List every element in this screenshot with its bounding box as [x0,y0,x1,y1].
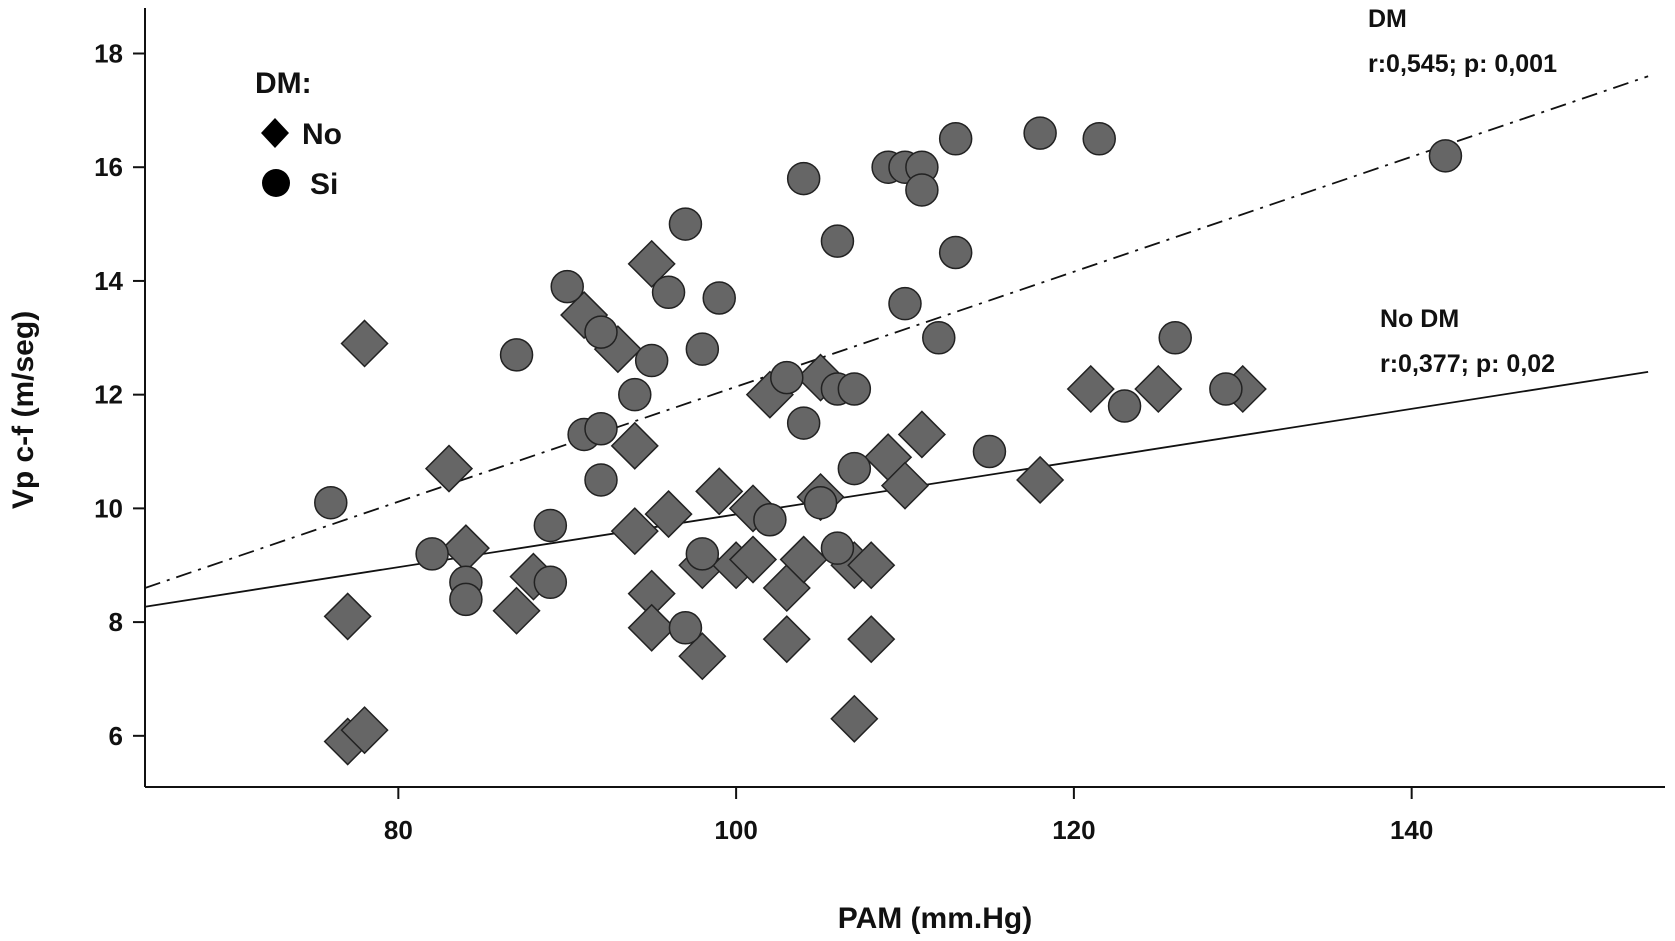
annotation-nodm-title: No DM [1380,305,1459,333]
point-circle-si [888,286,922,321]
point-diamond-no [728,484,778,533]
point-circle-si [651,275,686,310]
y-tick-label: 16 [94,152,123,182]
point-circle-si [938,235,973,270]
point-circle-si [668,611,703,645]
point-diamond-no [340,319,389,368]
point-diamond-no [779,535,828,584]
x-axis-title: PAM (mm.Hg) [838,902,1032,935]
y-tick-label: 8 [109,607,123,637]
point-diamond-no [847,615,896,664]
point-diamond-no [847,541,896,590]
point-circle-si [938,122,973,156]
point-circle-si [449,582,483,617]
point-diamond-no [627,603,676,652]
point-diamond-no [610,421,659,470]
point-diamond-no [1066,364,1115,414]
point-circle-si [972,434,1007,469]
x-tick-label: 140 [1390,815,1433,845]
legend-label-no: No [302,118,342,151]
point-diamond-no [695,467,744,516]
y-tick-label: 14 [94,266,123,296]
x-tick-label: 120 [1052,815,1095,845]
axes: 6 8 10 12 14 16 18 80 100 120 140 [94,8,1665,845]
point-circle-si [905,173,939,207]
point-diamond-no [627,239,676,288]
point-diamond-no [1134,364,1183,414]
point-diamond-no [441,524,490,573]
regression-line-dm [144,75,1649,589]
point-diamond-no [610,507,659,556]
point-diamond-no [728,535,778,584]
point-circle-si [634,343,669,378]
point-circle-si [1107,389,1142,423]
y-tick-label: 10 [94,493,123,523]
point-circle-si [820,224,855,258]
y-axis-title: Vp c-f (m/seg) [7,311,40,509]
point-circle-si [499,338,534,372]
point-circle-si [1158,321,1192,355]
point-circle-si [837,451,872,486]
point-circle-si [685,537,720,571]
legend-diamond-icon [261,118,289,148]
x-tick-label: 80 [384,815,413,845]
point-circle-si [922,321,956,355]
y-tick-label: 6 [109,721,123,751]
point-diamond-no [424,444,474,493]
legend-label-si: Si [310,168,338,201]
y-tick-label: 18 [94,38,123,68]
point-circle-si [584,412,618,446]
point-circle-si [820,531,855,565]
point-circle-si [1082,122,1116,156]
point-circle-si [533,508,568,543]
y-tick-label: 12 [94,380,123,410]
x-tick-label: 100 [714,815,757,845]
point-circle-si [770,360,804,395]
legend-title: DM: [255,67,312,100]
annotations: DM r:0,545; p: 0,001 No DM r:0,377; p: 0… [1368,5,1557,378]
point-circle-si [533,565,568,600]
point-circle-si [415,537,449,571]
data-points [314,116,1463,766]
point-circle-si [668,207,703,241]
point-circle-si [618,377,652,412]
annotation-nodm-stats: r:0,377; p: 0,02 [1380,350,1555,378]
point-diamond-no [880,461,930,510]
annotation-dm-title: DM [1368,5,1407,33]
legend: DM: No Si [255,67,342,201]
point-circle-si [550,269,584,304]
point-diamond-no [762,615,811,664]
point-circle-si [786,161,821,196]
point-circle-si [837,372,872,406]
point-diamond-no [644,490,693,539]
legend-circle-icon [262,169,290,197]
point-circle-si [314,485,348,520]
point-circle-si [584,463,618,497]
point-circle-si [584,315,618,349]
point-circle-si [803,485,838,520]
point-circle-si [753,503,787,537]
point-circle-si [685,332,720,366]
point-diamond-no [678,632,727,681]
point-diamond-no [323,592,372,641]
point-circle-si [702,281,736,315]
point-diamond-no [830,694,879,743]
point-diamond-no [1016,455,1065,505]
point-circle-si [786,406,821,440]
point-circle-si [1428,139,1463,173]
point-diamond-no [492,586,541,635]
point-diamond-no [340,706,389,755]
point-diamond-no [897,410,946,459]
point-circle-si [1023,116,1057,150]
point-circle-si [1209,372,1243,406]
annotation-dm-stats: r:0,545; p: 0,001 [1368,50,1557,78]
